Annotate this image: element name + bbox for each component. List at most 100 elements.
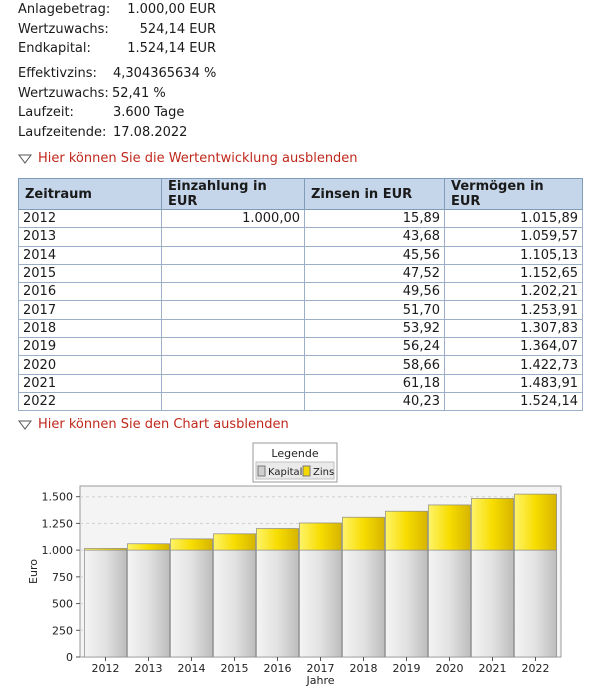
cell-vermoegen: 1.307,83 xyxy=(444,318,583,339)
toggle-chart-label: Hier können Sie den Chart ausblenden xyxy=(38,417,289,432)
x-axis-title: Jahre xyxy=(305,674,334,687)
laufzeit-row: Laufzeit: 3.600 Tage xyxy=(18,103,238,123)
bar-kapital xyxy=(213,549,256,658)
cell-zinsen: 40,23 xyxy=(304,391,445,412)
header-zeitraum: Zeitraum xyxy=(18,178,162,210)
y-tick-label: 1.000 xyxy=(42,544,74,557)
cell-vermoegen: 1.253,91 xyxy=(444,300,583,320)
toggle-chart-link[interactable]: Hier können Sie den Chart ausblenden xyxy=(18,417,289,432)
cell-zinsen: 45,56 xyxy=(304,245,445,265)
y-tick-label: 0 xyxy=(66,651,73,664)
header-zinsen: Zinsen in EUR xyxy=(304,178,445,210)
y-tick-label: 500 xyxy=(52,598,73,611)
bar-kapital xyxy=(256,549,299,658)
cell-einzahlung xyxy=(161,337,305,357)
legend: Legende Kapital Zins xyxy=(252,442,338,483)
legend-items xyxy=(255,461,335,480)
cell-zeitraum: 2020 xyxy=(18,355,162,375)
chart-svg: 0 250 500 750 1.000 1.250 1.500 2012 2013 2014 201… xyxy=(27,442,562,687)
bar-zins xyxy=(514,493,557,551)
anlagebetrag-row: Anlagebetrag: 1.000,00 EUR xyxy=(18,0,216,20)
y-axis-title: Euro xyxy=(27,559,40,584)
cell-zinsen: 15,89 xyxy=(304,208,445,229)
toggle-table-label: Hier können Sie die Wertentwicklung ausb… xyxy=(38,151,358,166)
header-einzahlung: Einzahlung in EUR xyxy=(161,178,305,210)
bar-kapital xyxy=(342,549,385,658)
cell-einzahlung xyxy=(161,300,305,320)
table-row: 2016 49,56 1.202,21 xyxy=(18,282,583,302)
legend-label-zins: Zins xyxy=(313,467,334,478)
legend-swatch-zins xyxy=(302,465,311,477)
x-tick-label: 2012 xyxy=(92,662,120,675)
legend-label-kapital: Kapital xyxy=(268,467,302,478)
bar-kapital xyxy=(170,549,213,658)
cell-vermoegen: 1.364,07 xyxy=(444,337,583,357)
wertzuwachs-pct-row: Wertzuwachs: 52,41 % xyxy=(18,84,238,104)
cell-zeitraum: 2018 xyxy=(18,318,162,339)
table-row: 2012 1.000,00 15,89 1.015,89 xyxy=(18,208,583,229)
laufzeit-value: 3.600 Tage xyxy=(113,105,185,120)
cell-einzahlung xyxy=(161,391,305,412)
endkapital-row: Endkapital: 1.524,14 EUR xyxy=(18,39,216,59)
y-tick-label: 750 xyxy=(52,571,73,584)
table-header-row: Zeitraum Einzahlung in EUR Zinsen in EUR… xyxy=(18,178,583,210)
x-tick-label: 2022 xyxy=(522,662,550,675)
x-tick-label: 2019 xyxy=(393,662,421,675)
x-tick-label: 2014 xyxy=(178,662,206,675)
table-row: 2015 47,52 1.152,65 xyxy=(18,263,583,284)
y-tick-label: 250 xyxy=(52,624,73,637)
bar-zins xyxy=(127,543,170,551)
triangle-down-icon xyxy=(18,154,32,164)
cell-zinsen: 47,52 xyxy=(304,263,445,284)
bar-kapital xyxy=(127,549,170,658)
table-row: 2020 58,66 1.422,73 xyxy=(18,355,583,375)
x-tick-label: 2015 xyxy=(221,662,249,675)
table-row: 2013 43,68 1.059,57 xyxy=(18,227,583,247)
laufzeitende-row: Laufzeitende: 17.08.2022 xyxy=(18,123,238,143)
cell-zeitraum: 2015 xyxy=(18,263,162,284)
x-tick-label: 2013 xyxy=(135,662,163,675)
bar-kapital xyxy=(428,549,471,658)
cell-zinsen: 58,66 xyxy=(304,355,445,375)
laufzeit-label: Laufzeit: xyxy=(18,105,74,120)
x-tick-label: 2020 xyxy=(436,662,464,675)
bar-zins xyxy=(170,538,213,551)
effektivzins-label: Effektivzins: xyxy=(18,66,97,81)
laufzeitende-label: Laufzeitende: xyxy=(18,124,107,140)
cell-einzahlung xyxy=(161,245,305,265)
cell-zeitraum: 2021 xyxy=(18,373,162,393)
cell-einzahlung xyxy=(161,318,305,339)
wertzuwachs-value: 524,14 EUR xyxy=(139,21,216,37)
bar-zins xyxy=(84,548,127,551)
wertzuwachs-row: Wertzuwachs: 524,14 EUR xyxy=(18,20,216,40)
anlagebetrag-label: Anlagebetrag: xyxy=(18,2,111,17)
endkapital-value: 1.524,14 EUR xyxy=(127,41,216,56)
cell-zeitraum: 2012 xyxy=(18,208,162,229)
effektivzins-row: Effektivzins: 4,304365634 % xyxy=(18,64,238,84)
cell-vermoegen: 1.202,21 xyxy=(444,282,583,302)
x-tick-label: 2017 xyxy=(307,662,335,675)
bar-kapital xyxy=(299,549,342,658)
summary-details: Effektivzins: 4,304365634 % Wertzuwachs:… xyxy=(18,64,238,142)
cell-zeitraum: 2017 xyxy=(18,300,162,320)
table-row: 2022 40,23 1.524,14 xyxy=(18,391,583,412)
table-row: 2018 53,92 1.307,83 xyxy=(18,318,583,339)
cell-zinsen: 53,92 xyxy=(304,318,445,339)
wertzuwachs-pct-label: Wertzuwachs: xyxy=(18,85,109,101)
cell-zeitraum: 2022 xyxy=(18,391,162,412)
bar-zins xyxy=(428,504,471,551)
summary-amounts: Anlagebetrag: 1.000,00 EUR Wertzuwachs: … xyxy=(18,0,216,59)
bar-kapital xyxy=(385,549,428,658)
cell-zeitraum: 2013 xyxy=(18,227,162,247)
bar-kapital xyxy=(471,549,514,658)
laufzeitende-value: 17.08.2022 xyxy=(113,124,188,140)
cell-zinsen: 51,70 xyxy=(304,300,445,320)
bar-kapital xyxy=(514,549,557,658)
table-row: 2021 61,18 1.483,91 xyxy=(18,373,583,393)
cell-einzahlung xyxy=(161,263,305,284)
toggle-table-link[interactable]: Hier können Sie die Wertentwicklung ausb… xyxy=(18,151,358,166)
bar-kapital xyxy=(84,549,127,658)
cell-zeitraum: 2019 xyxy=(18,337,162,357)
table-row: 2014 45,56 1.105,13 xyxy=(18,245,583,265)
cell-einzahlung xyxy=(161,373,305,393)
